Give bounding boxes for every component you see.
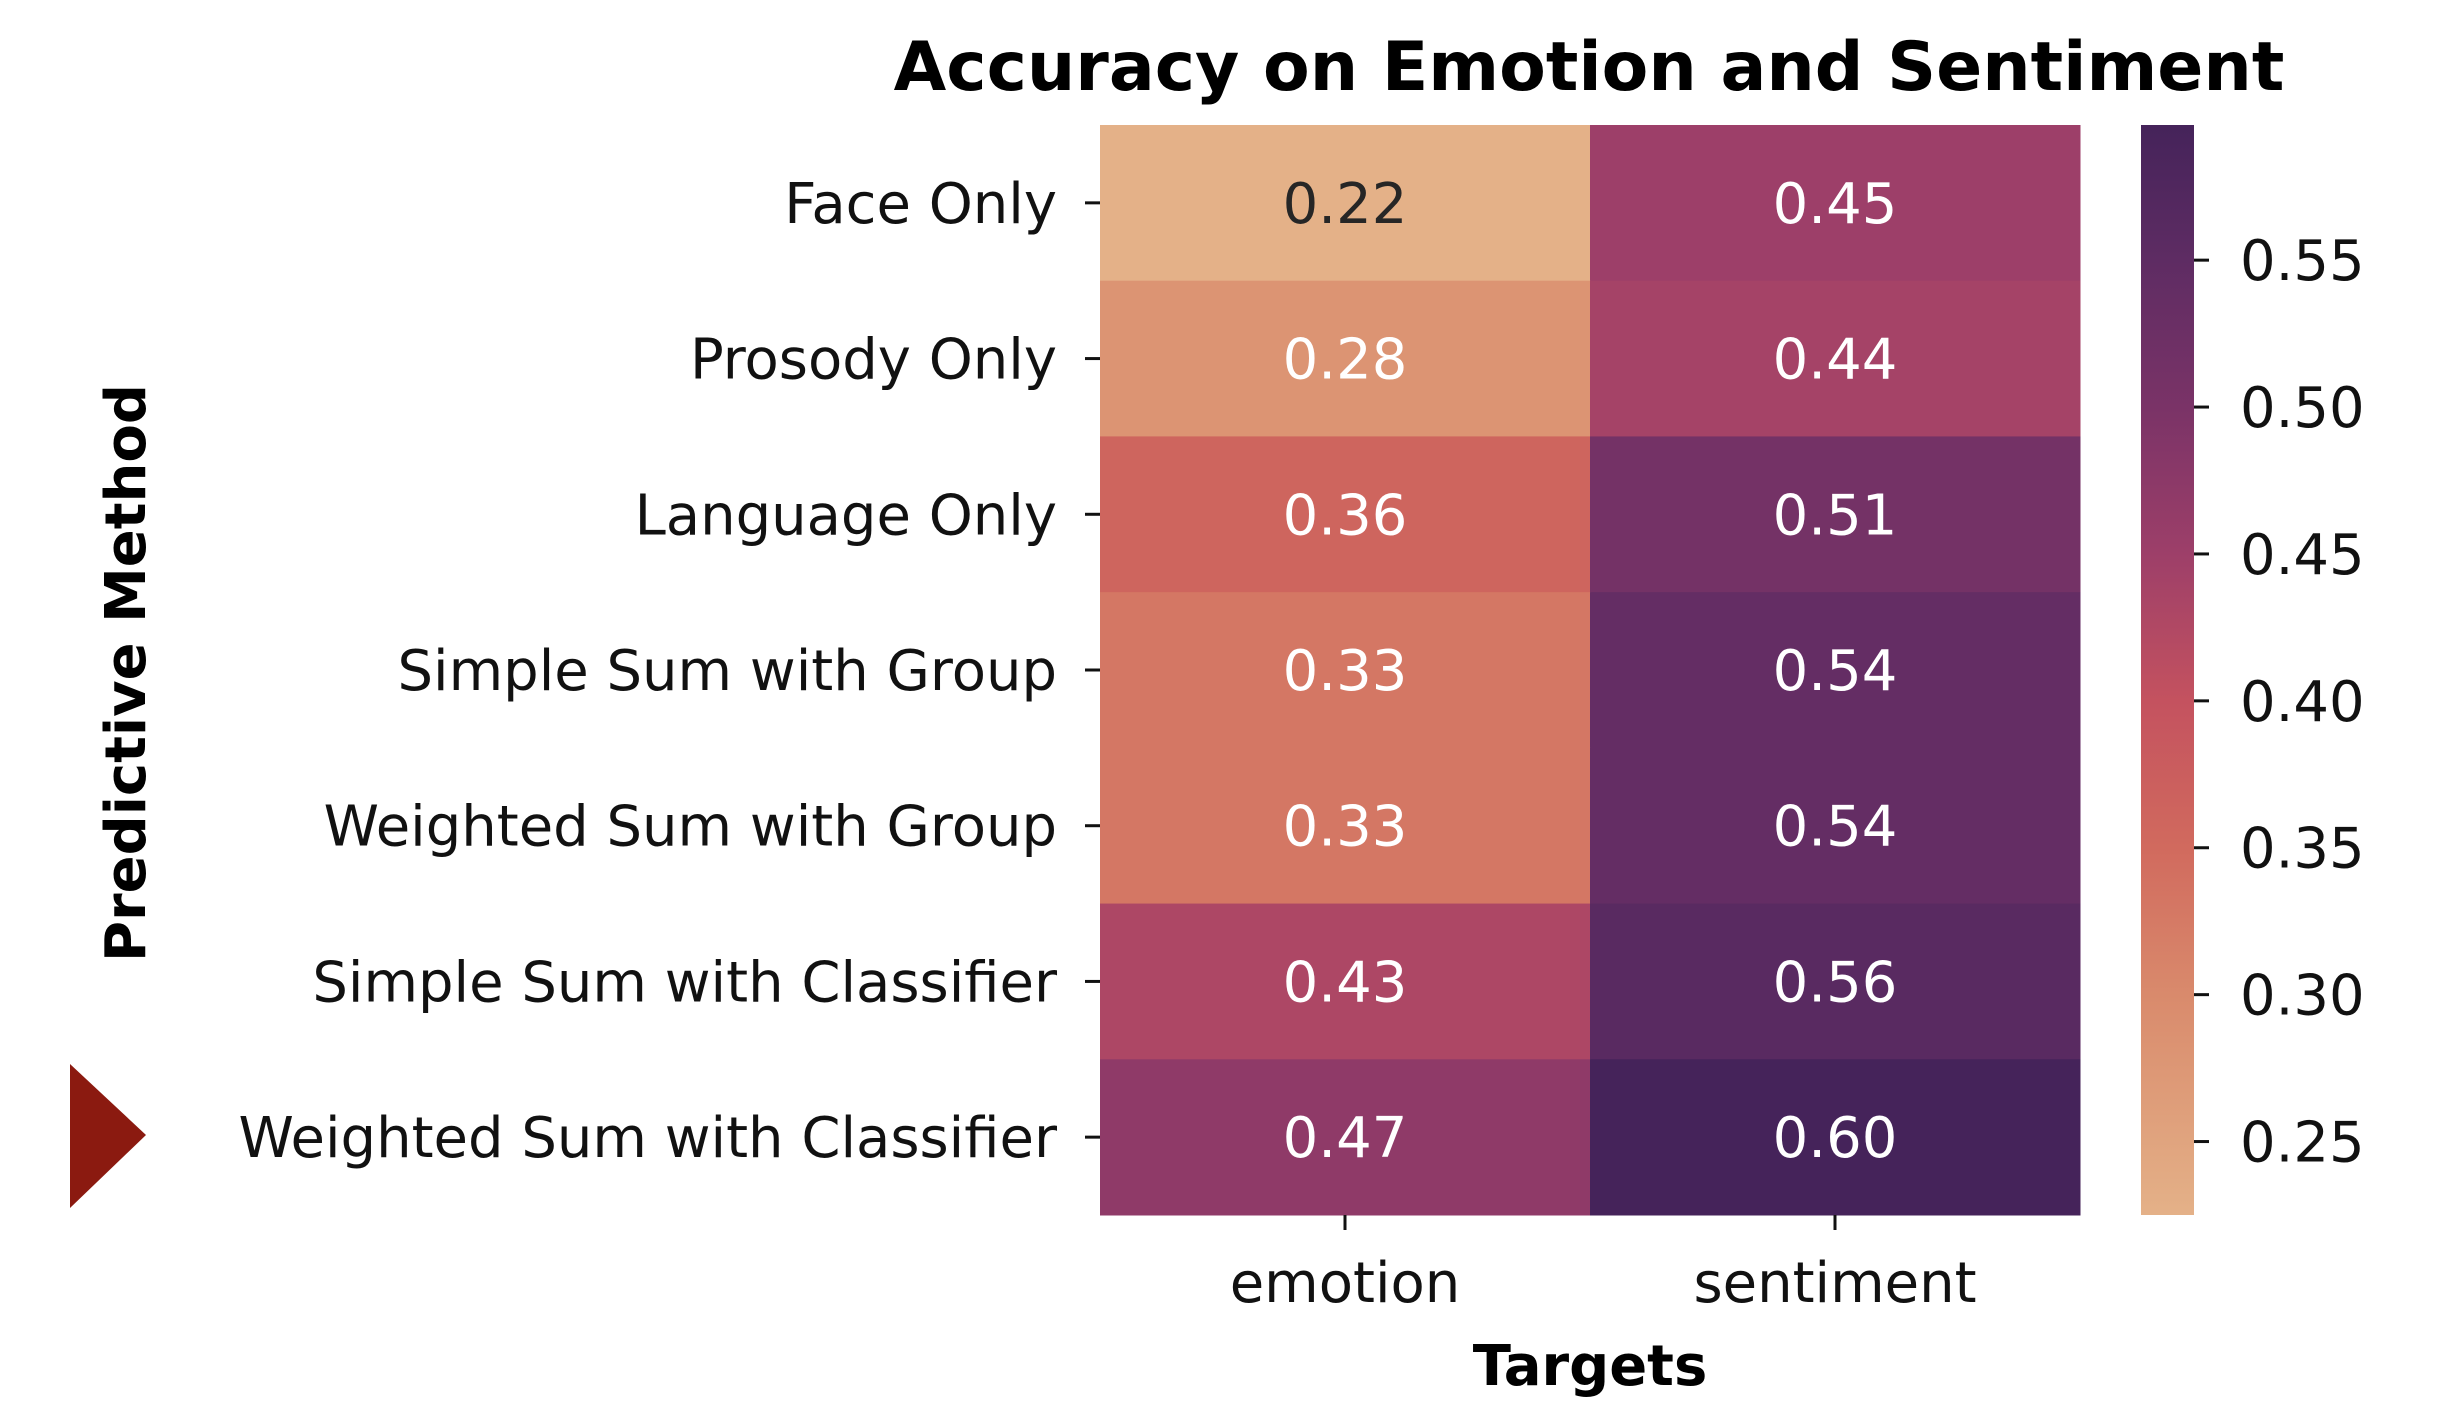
- cell-annotation: 0.44: [1773, 328, 1898, 393]
- cell-annotation: 0.28: [1283, 328, 1408, 393]
- cell-annotation: 0.33: [1283, 639, 1408, 704]
- cell-annotation: 0.56: [1773, 950, 1898, 1015]
- colorbar-tick-label: 0.25: [2240, 1111, 2365, 1176]
- colorbar-tick-label: 0.35: [2240, 817, 2365, 882]
- heatmap-cell: [1100, 280, 1591, 437]
- heatmap-cell: [1590, 747, 2081, 905]
- heatmap-cell: [1100, 1059, 1591, 1216]
- heatmap-cell: [1590, 1059, 2081, 1216]
- y-tick-label: Simple Sum with Group: [397, 639, 1057, 704]
- y-tick-label: Prosody Only: [690, 328, 1057, 393]
- cell-annotation: 0.60: [1773, 1106, 1898, 1171]
- cell-annotation: 0.54: [1773, 639, 1898, 704]
- heatmap-cells: 0.22 0.45 0.28 0.44 0.36 0.51 0.33 0.54 0.33 0.54…: [1100, 125, 2081, 1216]
- y-tick-label: Language Only: [635, 483, 1057, 548]
- colorbar: 0.25 0.30 0.35 0.40 0.45 0.50 0.55: [2141, 125, 2365, 1215]
- colorbar-tick-label: 0.55: [2240, 229, 2365, 294]
- heatmap-cell: [1590, 125, 2081, 282]
- highlight-arrow-icon: [70, 1064, 146, 1208]
- cell-annotation: 0.36: [1283, 483, 1408, 548]
- x-axis-ticks: emotion sentiment: [1230, 1215, 1977, 1316]
- heatmap-cell: [1100, 125, 1591, 282]
- chart-title: Accuracy on Emotion and Sentiment: [894, 28, 2285, 107]
- colorbar-tick-label: 0.40: [2240, 670, 2365, 735]
- colorbar-gradient: [2141, 125, 2194, 1215]
- cell-annotation: 0.47: [1283, 1106, 1408, 1171]
- y-axis-label: Predictive Method: [94, 384, 159, 962]
- colorbar-tick-label: 0.30: [2240, 964, 2365, 1029]
- x-axis-label: Targets: [1473, 1334, 1708, 1399]
- colorbar-tick-label: 0.50: [2240, 376, 2365, 441]
- heatmap-cell: [1590, 436, 2081, 593]
- cell-annotation: 0.33: [1283, 795, 1408, 860]
- colorbar-tick-label: 0.45: [2240, 523, 2365, 588]
- heatmap-cell: [1100, 747, 1591, 905]
- y-tick-label: Simple Sum with Classifier: [312, 950, 1058, 1015]
- heatmap-cell: [1590, 280, 2081, 437]
- cell-annotation: 0.45: [1773, 172, 1898, 237]
- y-tick-label: Face Only: [784, 172, 1057, 237]
- y-tick-label: Weighted Sum with Group: [324, 795, 1057, 860]
- cell-annotation: 0.54: [1773, 795, 1898, 860]
- heatmap-cell: [1100, 903, 1591, 1060]
- y-axis-ticks: Face Only Prosody Only Language Only Simple…: [238, 172, 1100, 1171]
- heatmap-cell: [1590, 592, 2081, 749]
- y-tick-label: Weighted Sum with Classifier: [238, 1106, 1058, 1171]
- heatmap-cell: [1100, 436, 1591, 593]
- heatmap-cell: [1590, 903, 2081, 1060]
- cell-annotation: 0.51: [1773, 483, 1898, 548]
- x-tick-label: emotion: [1230, 1251, 1461, 1316]
- cell-annotation: 0.43: [1283, 950, 1408, 1015]
- cell-annotation: 0.22: [1283, 172, 1408, 237]
- x-tick-label: sentiment: [1693, 1251, 1976, 1316]
- heatmap-cell: [1100, 592, 1591, 749]
